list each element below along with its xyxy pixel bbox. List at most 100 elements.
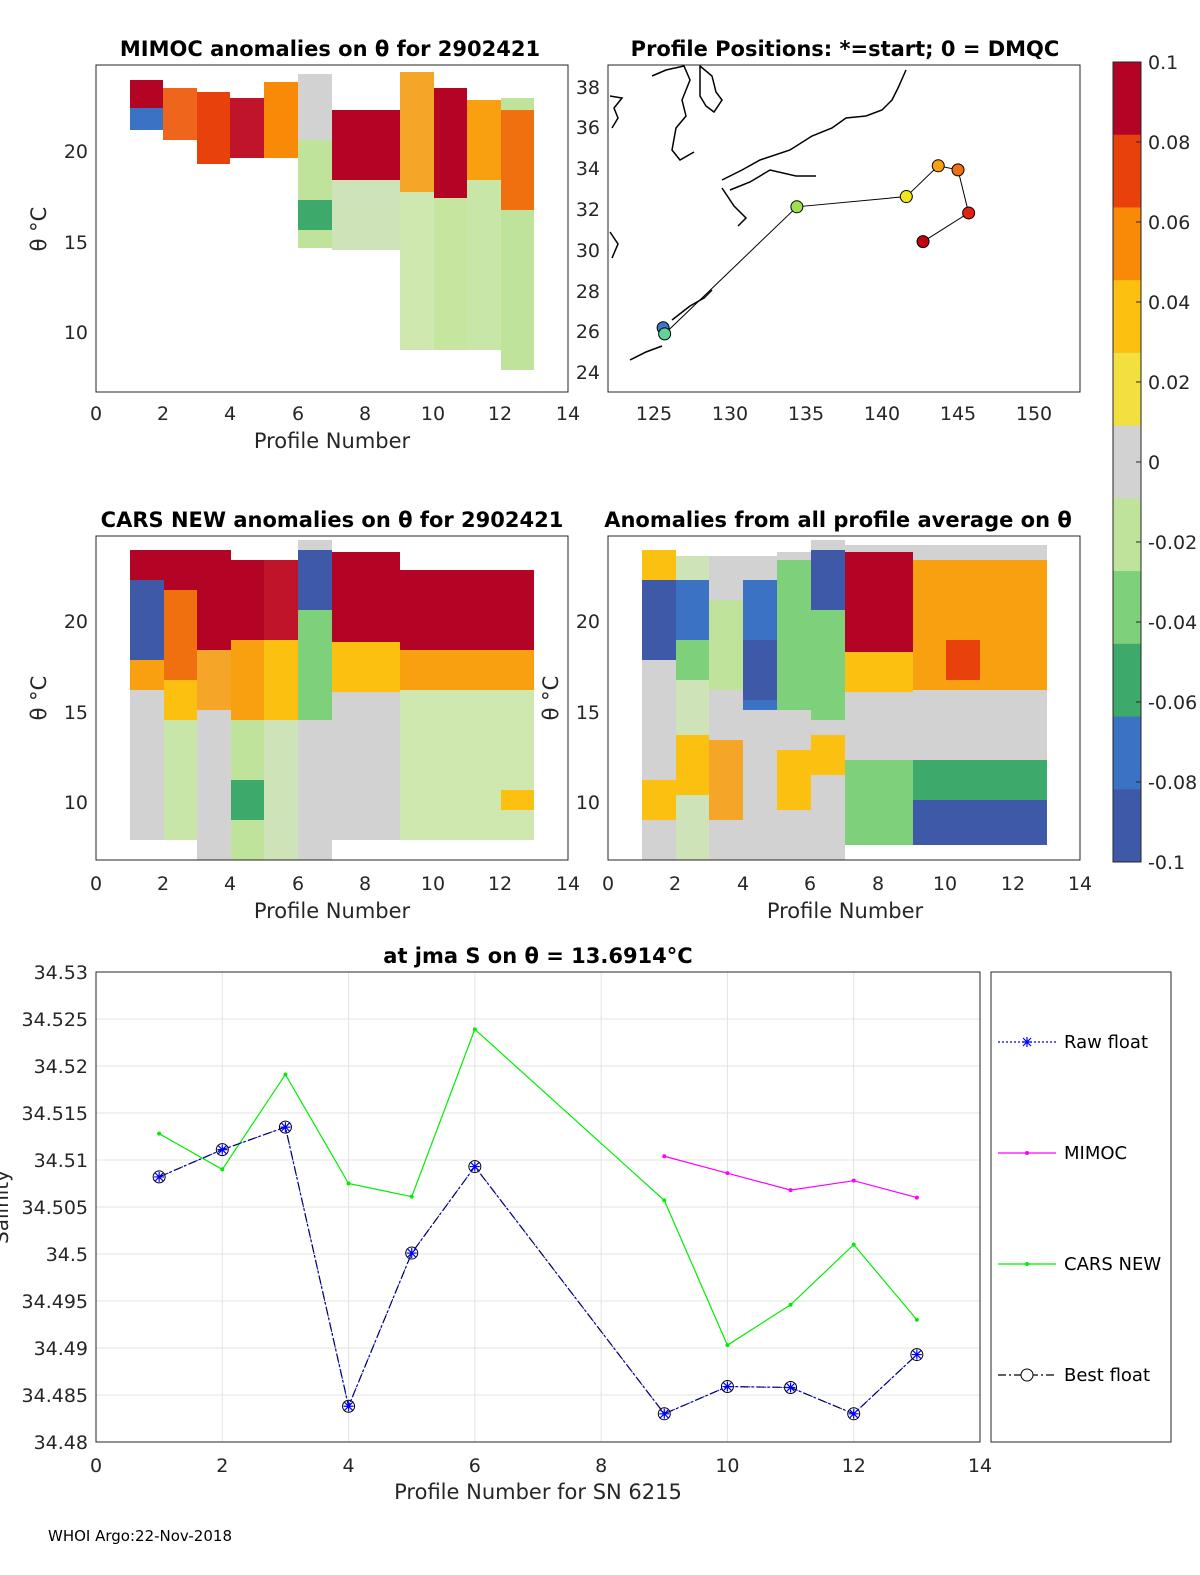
mimoc-xtick: 6 [292, 403, 304, 425]
positions-ytick: 26 [576, 321, 600, 343]
chart-xtick: 0 [90, 1455, 102, 1477]
profile-position-marker [931, 159, 945, 173]
allavg-xtick: 10 [933, 873, 957, 895]
data-point [409, 1194, 414, 1199]
data-point [851, 1242, 856, 1247]
mimoc-cell [264, 82, 298, 158]
mimoc-ytick: 20 [64, 141, 88, 163]
mimoc-cell [197, 92, 230, 164]
allavg-cell [811, 610, 845, 720]
colorbar-tick-label: -0.06 [1148, 692, 1197, 714]
cars-xtick: 12 [488, 873, 512, 895]
mimoc-xtick: 10 [421, 403, 445, 425]
data-point [848, 1408, 859, 1419]
coastline-kyushu [721, 187, 748, 227]
cars-xtick: 14 [556, 873, 580, 895]
footer-stamp: WHOI Argo:22-Nov-2018 [48, 1527, 232, 1545]
panel-positions: Profile Positions: *=start; 0 = DMQC 125… [576, 37, 1081, 425]
chart-ytick: 34.48 [34, 1432, 88, 1454]
data-point [154, 1171, 165, 1182]
coastline-japan [721, 69, 907, 181]
profile-position-marker [951, 163, 965, 177]
colorbar-tick-label: 0.08 [1148, 132, 1190, 154]
cars-cell [164, 680, 197, 720]
cars-cell [264, 720, 298, 860]
data-point [659, 1408, 670, 1419]
allavg-cell [811, 550, 845, 610]
cars-cell [332, 692, 400, 840]
positions-ytick: 30 [576, 240, 600, 262]
cars-xlabel: Profile Number [254, 899, 411, 923]
colorbar-bands [1113, 62, 1141, 863]
allavg-cell [811, 735, 845, 775]
allavg-ytick: 10 [576, 792, 600, 814]
chart-xtick: 10 [715, 1455, 739, 1477]
data-point [725, 1171, 730, 1176]
allavg-xlabel: Profile Number [767, 899, 924, 923]
mimoc-cell [434, 198, 467, 350]
data-point [342, 1399, 356, 1413]
chart-legend: Raw float MIMOC CARS NEW Best float [990, 971, 1172, 1443]
coastline-china [609, 231, 619, 259]
allavg-xtick: 14 [1068, 873, 1092, 895]
allavg-cell [777, 560, 811, 710]
colorbar-tick-label: 0.02 [1148, 372, 1190, 394]
data-point [343, 1401, 354, 1412]
data-point [785, 1382, 796, 1393]
allavg-cell [676, 735, 709, 795]
cars-cell [400, 650, 534, 690]
chart-ylabel: Salinity [0, 1170, 13, 1244]
mimoc-cell [230, 98, 264, 158]
legend-box [990, 971, 1172, 1443]
cars-heatmap [130, 540, 534, 860]
cars-xtick: 8 [359, 873, 371, 895]
cars-xtick: 10 [421, 873, 445, 895]
mimoc-xtick: 4 [224, 403, 236, 425]
allavg-cell [676, 580, 709, 640]
cars-cell [400, 690, 534, 840]
positions-xtick: 145 [940, 403, 976, 425]
colorbar-tick-label: 0.04 [1148, 292, 1190, 314]
float-track-line [662, 165, 970, 335]
panel-mimoc: MIMOC anomalies on θ for 2902421 0 2 4 6… [27, 37, 580, 453]
data-point [657, 1407, 671, 1421]
cars-cell [197, 550, 231, 650]
cars-cell [197, 650, 231, 710]
cars-cell [130, 550, 164, 580]
chart-border [95, 971, 981, 1443]
panel-cars: CARS NEW anomalies on θ for 2902421 0 2 … [27, 508, 580, 923]
allavg-cell [642, 550, 676, 580]
chart-xtick: 4 [343, 1455, 355, 1477]
allavg-cell [642, 780, 676, 820]
data-point [469, 1161, 480, 1172]
chart-ytick: 34.505 [22, 1197, 88, 1219]
data-point [914, 1195, 919, 1200]
mimoc-ylabel: θ °C [27, 207, 51, 252]
positions-ytick: 24 [576, 362, 600, 384]
colorbar-tick-label: 0.06 [1148, 212, 1190, 234]
data-point [152, 1170, 166, 1184]
cars-ylabel: θ °C [27, 676, 51, 721]
cars-cell [130, 580, 164, 660]
cars-xtick: 6 [292, 873, 304, 895]
data-point [788, 1302, 793, 1307]
colorbar-band [1113, 498, 1141, 572]
allavg-cell [845, 552, 913, 652]
data-point [283, 1072, 288, 1077]
data-point [851, 1178, 856, 1183]
legend-label: Raw float [1064, 1032, 1148, 1053]
mimoc-ytick: 10 [64, 322, 88, 344]
data-point [911, 1349, 922, 1360]
cars-ytick: 15 [64, 702, 88, 724]
positions-xtick: 150 [1016, 403, 1052, 425]
allavg-xticks: 0 2 4 6 8 10 12 14 [602, 873, 1092, 895]
panel-positions-border [607, 64, 1081, 393]
cars-ytick: 20 [64, 611, 88, 633]
data-point [280, 1122, 291, 1133]
legend-label: Best float [1064, 1365, 1150, 1386]
panel-positions-frame [608, 65, 1080, 392]
chart-ytick: 34.49 [34, 1338, 88, 1360]
data-point [788, 1188, 793, 1193]
colorbar-band [1113, 571, 1141, 645]
